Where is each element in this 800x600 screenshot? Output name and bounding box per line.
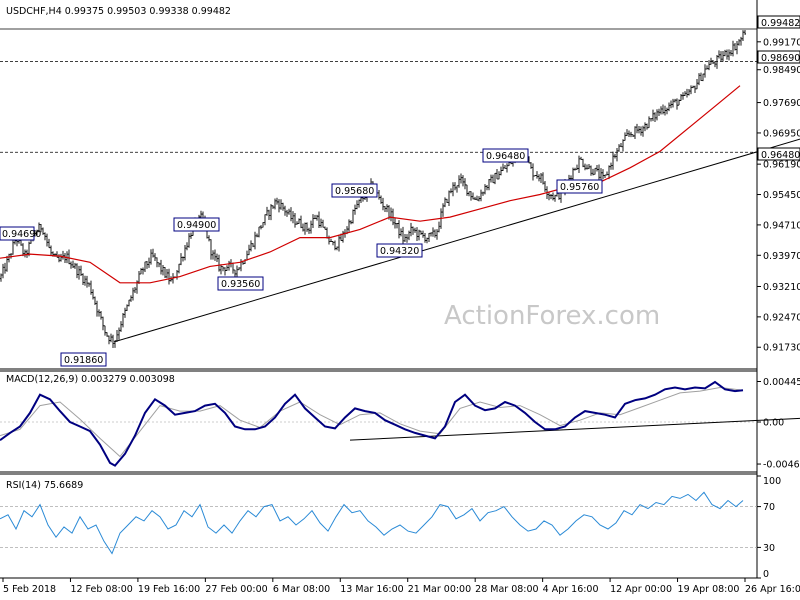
price-axis-tick-label: 0.97690 (763, 98, 800, 109)
level-tag-label: 0.98690 (761, 53, 800, 64)
rsi-axis-tick-label: 100 (763, 476, 781, 487)
annotation-label: 0.96480 (486, 151, 525, 162)
watermark-text: ActionForex.com (444, 301, 660, 331)
level-tag-label: 0.96480 (761, 150, 800, 161)
price-axis-tick-label: 0.94710 (763, 220, 800, 231)
annotation-box-0.94320: 0.94320 (376, 243, 423, 258)
annotation-box-0.93560: 0.93560 (217, 276, 264, 291)
level-tag-current: 0.99482 (757, 15, 800, 29)
price-axis-tick-label: 0.93970 (763, 251, 800, 262)
time-axis-tick-label: 12 Feb 08:00 (70, 584, 132, 595)
price-axis-tick-label: 0.96190 (763, 160, 800, 171)
macd-axis-tick-label: -0.004624 (763, 460, 800, 471)
macd-panel-title: MACD(12,26,9) 0.003279 0.003098 (6, 374, 175, 385)
time-axis-tick-label: 27 Feb 00:00 (205, 584, 267, 595)
annotation-label: 0.95680 (335, 186, 374, 197)
rsi-line (0, 491, 744, 555)
level-tag-resistance: 0.98690 (757, 50, 800, 64)
annotation-label: 0.91860 (64, 355, 103, 366)
time-axis-tick-label: 12 Apr 00:00 (610, 584, 672, 595)
time-axis-tick-label: 19 Apr 08:00 (678, 584, 740, 595)
macd-axis-tick-label: 0.00 (763, 418, 784, 429)
price-axis-tick-label: 0.92470 (763, 312, 800, 323)
annotation-box-0.95760: 0.95760 (556, 179, 603, 194)
level-tag-support: 0.96480 (757, 147, 800, 161)
time-axis-tick-label: 26 Apr 16:00 (745, 584, 800, 595)
rsi-axis-tick-label: 30 (763, 543, 775, 554)
price-panel-title: USDCHF,H4 0.99375 0.99503 0.99338 0.9948… (6, 6, 231, 17)
price-axis-tick-label: 0.95450 (763, 190, 800, 201)
moving-average-line (0, 85, 741, 284)
time-axis: 5 Feb 2018 12 Feb 08:00 19 Feb 16:00 27 Feb… (2, 578, 800, 595)
price-axis-tick-label: 0.91730 (763, 343, 800, 354)
price-trendline (113, 138, 800, 343)
annotation-label: 0.93560 (221, 279, 260, 290)
macd-axis-tick-label: 0.004454 (763, 377, 800, 388)
annotation-label: 0.95760 (560, 182, 599, 193)
time-axis-tick-label: 28 Mar 08:00 (475, 584, 538, 595)
time-axis-tick-label: 13 Mar 16:00 (340, 584, 403, 595)
annotation-box-0.96480: 0.96480 (482, 148, 529, 163)
time-axis-tick-label: 6 Mar 08:00 (273, 584, 330, 595)
macd-panel: 0.004454 0.00 -0.004624 (0, 377, 800, 471)
time-axis-tick-label: 21 Mar 00:00 (408, 584, 471, 595)
price-panel: 0.99170 0.98490 0.97690 0.96950 0.96190 0.954… (0, 28, 800, 354)
annotation-label: 0.94900 (177, 220, 216, 231)
annotation-box-0.94900: 0.94900 (173, 217, 220, 232)
annotation-box-0.95680: 0.95680 (331, 183, 378, 198)
rsi-panel-title: RSI(14) 75.6689 (6, 480, 83, 491)
level-tag-label: 0.99482 (761, 18, 800, 29)
time-axis-tick-label: 4 Apr 16:00 (543, 584, 599, 595)
time-axis-tick-label: 19 Feb 16:00 (138, 584, 200, 595)
annotation-box-0.91860: 0.91860 (60, 352, 107, 367)
price-axis-tick-label: 0.99170 (763, 37, 800, 48)
macd-line (0, 380, 744, 467)
annotation-label: 0.94690 (2, 229, 41, 240)
price-axis-tick-label: 0.93210 (763, 282, 800, 293)
price-axis-tick-label: 0.96950 (763, 128, 800, 139)
price-axis-tick-label: 0.98490 (763, 65, 800, 76)
rsi-panel: 100 70 30 0 (0, 475, 781, 580)
time-axis-tick-label: 5 Feb 2018 (3, 584, 56, 595)
annotation-label: 0.94320 (380, 246, 419, 257)
rsi-axis-tick-label: 70 (763, 502, 775, 513)
annotation-box-0.94690: 0.94690 (0, 226, 41, 241)
rsi-axis-tick-label: 0 (763, 569, 769, 580)
